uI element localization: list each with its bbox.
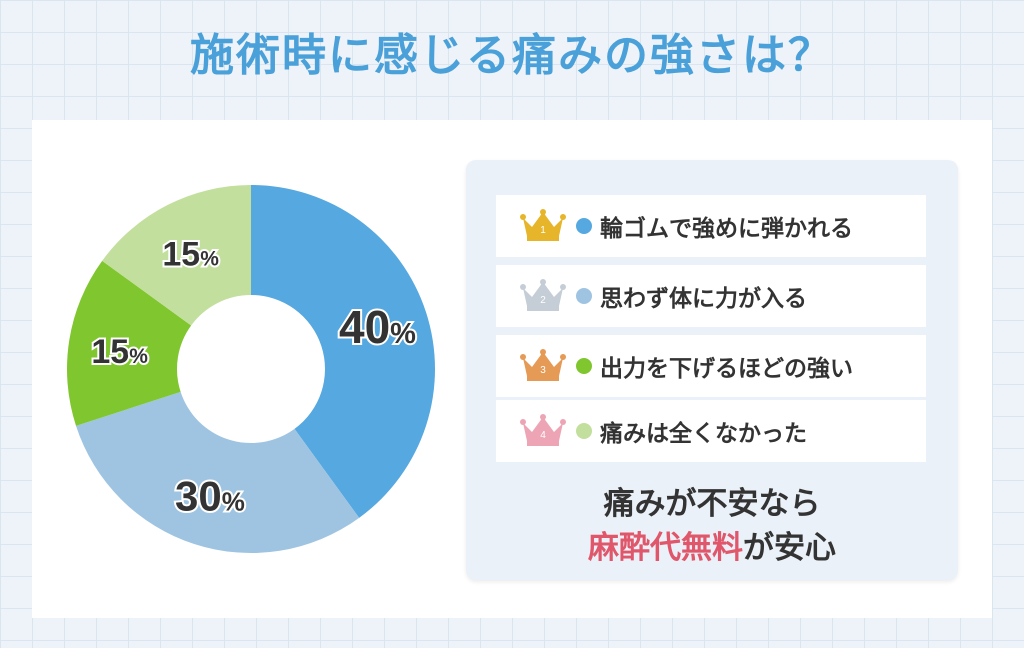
legend-dot-1 [576, 218, 592, 234]
slice-label-4: 15% [162, 235, 219, 273]
page-title: 施術時に感じる痛みの強さは？ [190, 30, 834, 81]
pink-crown-icon: 4 [520, 414, 566, 446]
slice-label-1: 40% [339, 301, 416, 353]
donut-slice-3 [67, 260, 192, 426]
note-line-1: 痛みが不安なら [603, 486, 821, 522]
legend-dot-3 [576, 358, 592, 374]
legend-item-3: 3 出力を下げるほどの強い [496, 335, 926, 397]
legend-label: 出力を下げるほどの強い [600, 356, 853, 382]
legend-dot-4 [576, 423, 592, 439]
note-accent: 麻酔代無料 [588, 530, 743, 566]
legend-label: 痛みは全くなかった [600, 421, 807, 447]
note-line-2: 麻酔代無料が安心 [466, 522, 958, 567]
legend-label: 思わず体に力が入る [600, 286, 807, 312]
silver-crown-icon: 2 [520, 279, 566, 311]
legend-label: 輪ゴムで強めに弾かれる [600, 216, 853, 242]
donut-slice-4 [102, 185, 252, 326]
legend-item-1: 1 輪ゴムで強めに弾かれる [496, 195, 926, 257]
legend-dot-2 [576, 288, 592, 304]
note-rest: が安心 [743, 530, 836, 566]
legend-panel: 1 輪ゴムで強めに弾かれる 2 思わず体に力が入る 3 出力を下げるほどの強い … [466, 160, 958, 580]
crown-rank-3: 3 [540, 365, 546, 376]
bronze-crown-icon: 3 [520, 349, 566, 381]
gold-crown-icon: 1 [520, 209, 566, 241]
crown-rank-4: 4 [540, 430, 546, 441]
crown-rank-2: 2 [540, 295, 546, 306]
slice-label-3: 15% [91, 333, 148, 371]
slice-label-2: 30% [175, 472, 245, 519]
legend-item-4: 4 痛みは全くなかった [496, 400, 926, 462]
donut-slice-1 [251, 185, 436, 518]
donut-slice-2 [76, 391, 360, 554]
legend-item-2: 2 思わず体に力が入る [496, 265, 926, 327]
crown-rank-1: 1 [540, 225, 546, 236]
